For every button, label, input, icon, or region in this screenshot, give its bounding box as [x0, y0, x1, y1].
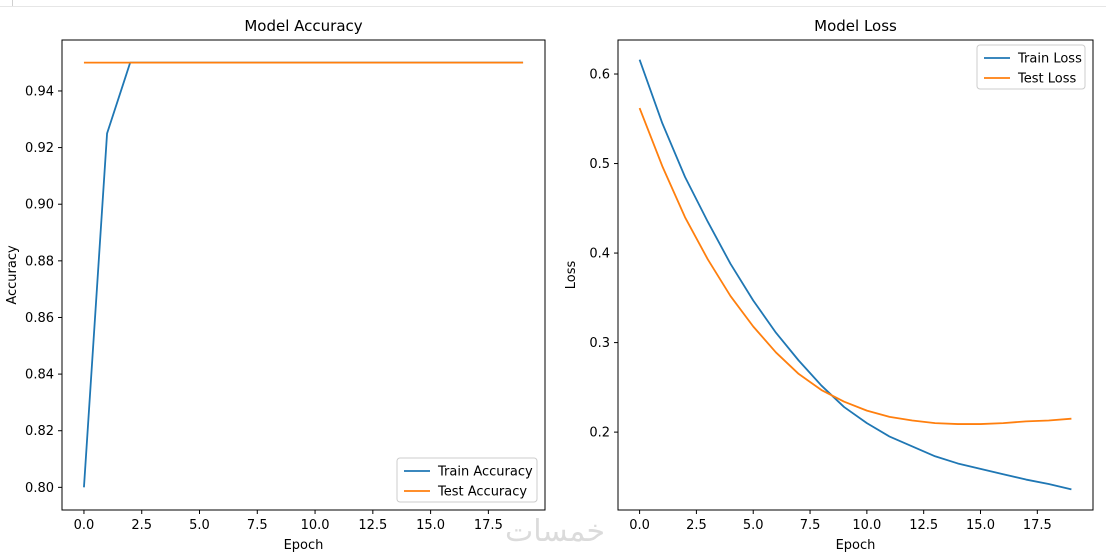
x-axis-label: Epoch — [284, 538, 324, 552]
y-tick-label: 0.92 — [25, 141, 54, 156]
y-axis-label: Loss — [564, 261, 579, 290]
x-tick-label: 0.0 — [629, 518, 650, 533]
legend-label: Train Loss — [1017, 52, 1082, 67]
y-tick-label: 0.90 — [25, 198, 54, 213]
x-tick-label: 15.0 — [416, 518, 445, 533]
y-tick-label: 0.6 — [589, 68, 610, 83]
x-tick-label: 17.5 — [474, 518, 503, 533]
legend-label: Test Accuracy — [437, 485, 527, 500]
x-tick-label: 5.0 — [189, 518, 210, 533]
x-tick-label: 10.0 — [301, 518, 330, 533]
y-tick-label: 0.88 — [25, 254, 54, 269]
plot-area-frame — [61, 39, 546, 511]
y-tick-label: 0.5 — [589, 157, 610, 172]
x-tick-label: 5.0 — [743, 518, 764, 533]
series-line-train — [638, 59, 1072, 491]
x-tick-label: 2.5 — [686, 518, 707, 533]
x-tick-label: 0.0 — [74, 518, 95, 533]
chart-title: Model Accuracy — [244, 17, 362, 35]
top-edge-tick — [12, 0, 13, 6]
chart-title: Model Loss — [814, 17, 897, 35]
x-tick-label: 7.5 — [800, 518, 821, 533]
y-axis-label: Accuracy — [5, 245, 20, 305]
x-tick-label: 12.5 — [358, 518, 387, 533]
x-tick-label: 12.5 — [909, 518, 938, 533]
y-tick-label: 0.4 — [589, 247, 610, 262]
y-tick-label: 0.94 — [25, 84, 54, 99]
y-tick-label: 0.2 — [589, 426, 610, 441]
top-edge-strip — [0, 0, 1106, 7]
x-tick-label: 15.0 — [966, 518, 995, 533]
x-axis-label: Epoch — [836, 538, 876, 552]
plot-area-frame — [617, 39, 1094, 511]
y-tick-label: 0.86 — [25, 311, 54, 326]
legend-label: Train Accuracy — [437, 465, 533, 480]
x-tick-label: 17.5 — [1023, 518, 1052, 533]
y-tick-label: 0.84 — [25, 368, 54, 383]
x-tick-label: 10.0 — [852, 518, 881, 533]
x-tick-label: 7.5 — [247, 518, 268, 533]
y-tick-label: 0.82 — [25, 424, 54, 439]
y-tick-label: 0.3 — [589, 336, 610, 351]
legend-label: Test Loss — [1017, 72, 1076, 87]
y-tick-label: 0.80 — [25, 481, 54, 496]
watermark-text: خمسات — [505, 514, 605, 549]
legend-box — [396, 457, 538, 503]
series-line-test — [638, 107, 1072, 425]
x-tick-label: 2.5 — [131, 518, 152, 533]
